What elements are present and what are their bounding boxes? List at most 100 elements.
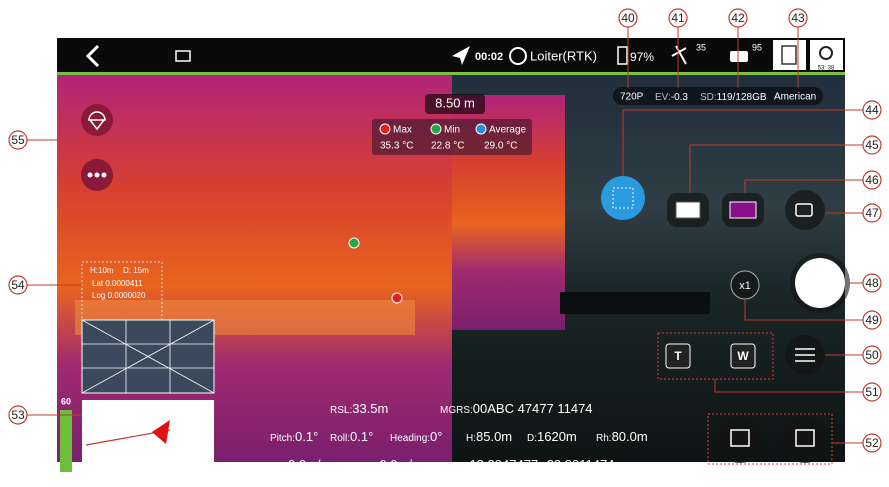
callout-number: 47: [865, 206, 879, 220]
max-marker: [392, 293, 402, 303]
battery: 97%: [630, 50, 654, 64]
signal-bar-value: 60: [61, 396, 71, 406]
callout-number: 54: [11, 278, 25, 292]
telemetry-item: Lng:13.3947477: [450, 457, 538, 472]
target-distance: D: 15m: [123, 266, 149, 275]
telemetry-item: Rh:80.0m: [596, 429, 648, 444]
telemetry-value: 80.0m: [612, 429, 648, 444]
min-marker: [349, 238, 359, 248]
wide-label: W: [737, 349, 749, 363]
telemetry-item: D:1620m: [527, 429, 577, 444]
min-dot: [431, 124, 441, 134]
satellite-count: 35: [696, 42, 706, 52]
max-temp: 35.3 °C: [380, 141, 413, 152]
average-temp: 29.0 °C: [484, 141, 517, 152]
target-height: H:10m: [90, 266, 114, 275]
telemetry-value: 13.3947477: [469, 457, 538, 472]
top-bar: [57, 38, 845, 72]
distance: 8.50 m: [435, 95, 475, 110]
resolution: 720P: [620, 92, 644, 103]
dot: [88, 173, 93, 178]
min-temp: 22.8 °C: [431, 141, 464, 152]
telemetry-value: 33.5m: [352, 401, 388, 416]
telemetry-item: RSL:33.5m: [330, 401, 388, 416]
average-label: Average: [489, 125, 527, 136]
tele-label: T: [674, 349, 682, 363]
dot: [102, 173, 107, 178]
callout-number: 49: [865, 313, 879, 327]
sd-label: SD:: [700, 92, 717, 103]
callout-number: 50: [865, 348, 879, 362]
telemetry-value: 0.1°: [350, 429, 373, 444]
rc-icon: [730, 51, 748, 62]
telemetry-label: MGRS:: [440, 405, 473, 416]
flight-time: 00:02: [475, 51, 503, 63]
shutter-button[interactable]: [795, 258, 845, 308]
lat-value: 0.0000411: [105, 279, 143, 288]
telemetry-item: Roll:0.1°: [330, 429, 373, 444]
color-icon: [730, 202, 756, 218]
telemetry-item: H:85.0m: [466, 429, 512, 444]
callout-number: 48: [865, 276, 879, 290]
telemetry-value: 22.8911474: [547, 457, 615, 472]
gimbal-center-button[interactable]: [782, 417, 828, 463]
telemetry-label: H:: [466, 433, 476, 444]
signal-strength: 95: [752, 42, 762, 52]
telemetry-item: MGRS:00ABC 47477 11474: [440, 401, 593, 416]
callout-number: 44: [865, 103, 879, 117]
max-label: Max: [393, 125, 412, 136]
signal-bar: [60, 410, 72, 472]
telemetry-label: D:: [527, 433, 537, 444]
palette-icon: [676, 202, 700, 218]
telemetry-value: 85.0m: [476, 429, 512, 444]
sd: SD:119/128GB: [700, 92, 767, 103]
target-lat: Lat 0.0000411: [92, 279, 143, 288]
lng-label: Log: [92, 291, 105, 300]
telemetry-label: V.S:: [270, 461, 288, 472]
telemetry-value: 0.0m/s: [379, 457, 419, 472]
telemetry-label: Heading:: [390, 433, 430, 444]
boat: [560, 292, 710, 314]
checklist-button[interactable]: [773, 40, 806, 70]
flight-mode[interactable]: Loiter(RTK): [530, 48, 597, 63]
color-style: American: [774, 92, 816, 103]
telemetry-label: Lat:: [530, 461, 547, 472]
telemetry-item: V.S:0.0m/s: [270, 457, 327, 472]
telemetry-label: Rh:: [596, 433, 612, 444]
callout-number: 46: [865, 173, 879, 187]
telemetry-label: Lng:: [450, 461, 469, 472]
callout-number: 40: [621, 11, 635, 25]
telemetry-label: RSL:: [330, 405, 352, 416]
callout-number: 41: [671, 11, 685, 25]
average-dot: [476, 124, 486, 134]
telemetry-value: 1620m: [537, 429, 577, 444]
max-dot: [380, 124, 390, 134]
lng-value: 0.0000020: [108, 291, 146, 300]
gimbal-down-button[interactable]: [717, 417, 763, 463]
callout-number: 55: [11, 133, 25, 147]
callout-number: 43: [791, 11, 805, 25]
area-measure-button[interactable]: [601, 176, 645, 220]
screen: 00:02 Loiter(RTK) 97% 35 95 53: 38 720P …: [0, 0, 889, 487]
telemetry-label: Pitch:: [270, 433, 295, 444]
telemetry-value: 0.1°: [295, 429, 318, 444]
dot: [95, 173, 100, 178]
telemetry-label: H.S:: [360, 461, 379, 472]
telemetry-value: 00ABC 47477 11474: [473, 401, 593, 416]
min-label: Min: [444, 125, 460, 136]
callout-number: 53: [11, 408, 25, 422]
target-lng: Log 0.0000020: [92, 291, 146, 300]
telemetry-item: H.S:0.0m/s: [360, 457, 419, 472]
telemetry-value: 0.0m/s: [288, 457, 328, 472]
callout-number: 52: [865, 436, 879, 450]
map-view[interactable]: [82, 400, 214, 472]
camera-switch-button[interactable]: [785, 190, 825, 230]
callout-number: 45: [865, 138, 879, 152]
telemetry-item: Pitch:0.1°: [270, 429, 318, 444]
ev-label: EV:: [655, 92, 671, 103]
lat-label: Lat: [92, 279, 104, 288]
sd-value: 119/128GB: [717, 92, 767, 103]
status-line: [57, 72, 845, 75]
telemetry-item: Lat:22.8911474: [530, 457, 614, 472]
callout-number: 42: [731, 11, 745, 25]
